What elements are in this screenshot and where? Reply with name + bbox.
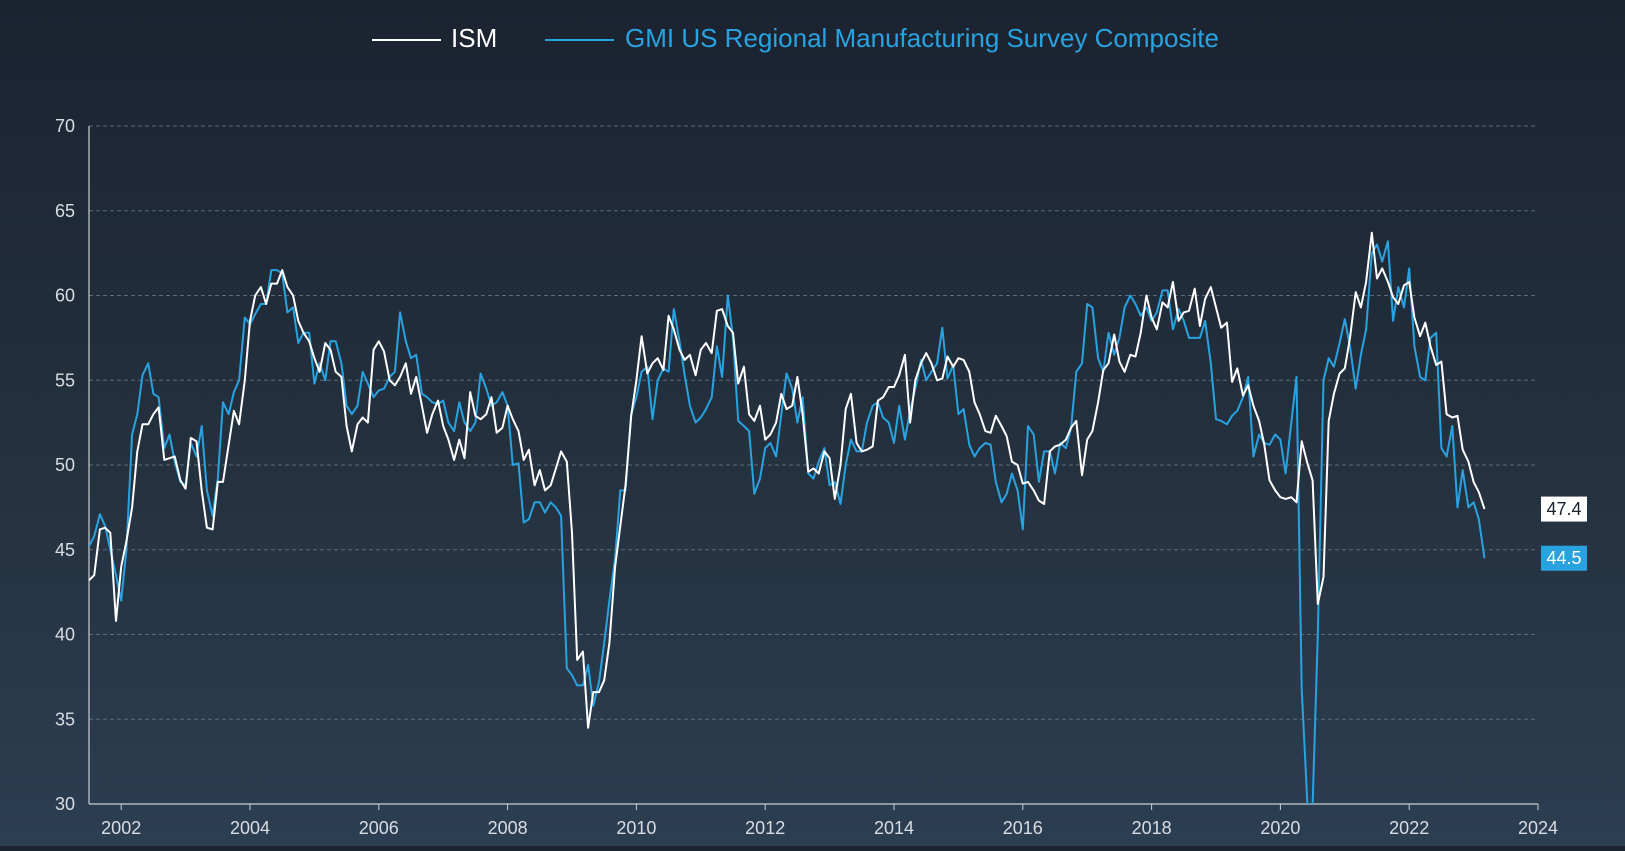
y-tick-label: 40 <box>55 625 75 645</box>
y-tick-label: 50 <box>55 455 75 475</box>
gmi-last-value-box <box>1541 545 1587 571</box>
x-tick-label: 2010 <box>616 818 656 838</box>
y-tick-label: 45 <box>55 540 75 560</box>
x-tick-label: 2020 <box>1260 818 1300 838</box>
y-tick-label: 60 <box>55 286 75 306</box>
legend-label-ism: ISM <box>451 23 497 53</box>
gridlines <box>89 125 1538 720</box>
series-lines <box>89 231 1486 804</box>
y-tick-label: 70 <box>55 116 75 136</box>
x-tick-label: 2022 <box>1389 818 1429 838</box>
x-tick-label: 2024 <box>1518 818 1558 838</box>
series-line-ism <box>89 231 1486 729</box>
last-value-labels: 47.4 44.5 <box>1541 496 1587 571</box>
x-tick-label: 2004 <box>230 818 270 838</box>
series-line-gmi <box>89 240 1486 804</box>
x-tick-label: 2008 <box>488 818 528 838</box>
ism-last-value-label: 47.4 <box>1546 499 1581 519</box>
legend-label-gmi: GMI US Regional Manufacturing Survey Com… <box>625 23 1219 53</box>
y-tick-label: 30 <box>55 794 75 814</box>
y-tick-label: 35 <box>55 709 75 729</box>
ism-last-value-box <box>1541 496 1587 522</box>
gmi-last-value-label: 44.5 <box>1546 548 1581 568</box>
x-tick-label: 2014 <box>874 818 914 838</box>
x-tick-label: 2016 <box>1003 818 1043 838</box>
axes: 30 35 40 45 50 55 60 65 70 2002 2004 2006 2008 2010 20… <box>55 116 1558 838</box>
y-tick-label: 65 <box>55 201 75 221</box>
x-tick-label: 2002 <box>101 818 141 838</box>
legend: ISM GMI US Regional Manufacturing Survey … <box>372 23 1219 53</box>
x-tick-label: 2018 <box>1132 818 1172 838</box>
x-tick-label: 2012 <box>745 818 785 838</box>
y-tick-label: 55 <box>55 370 75 390</box>
x-tick-label: 2006 <box>359 818 399 838</box>
